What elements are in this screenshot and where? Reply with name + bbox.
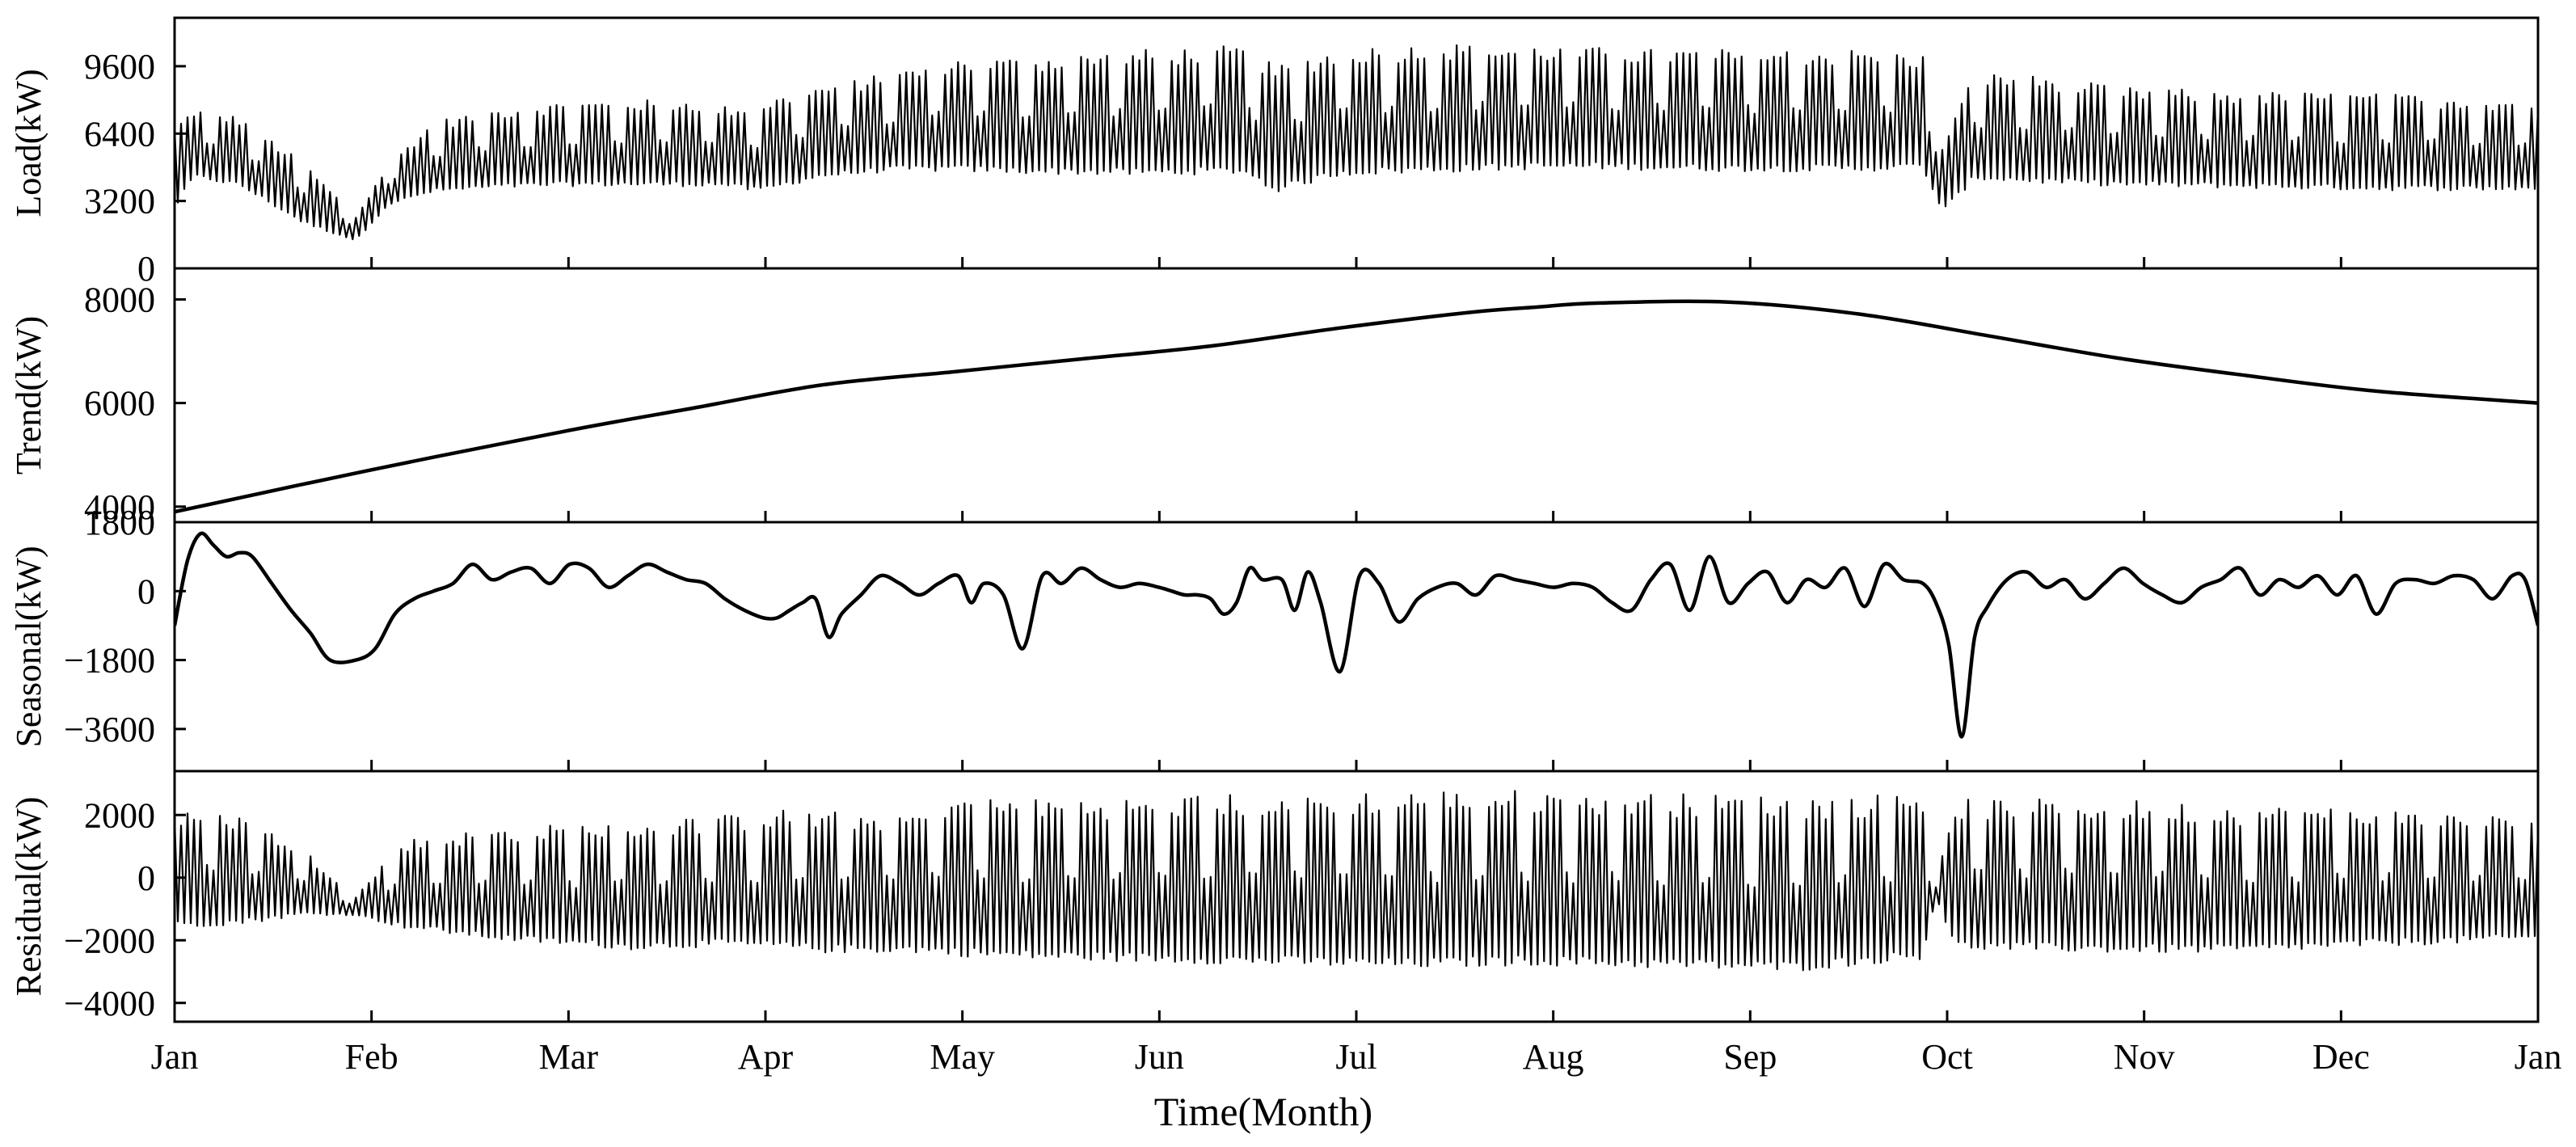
x-tick-label-1: Feb — [345, 1037, 398, 1077]
trend-y-axis-title: Trend(kW) — [9, 316, 48, 474]
x-tick-label-5: Jun — [1135, 1037, 1184, 1077]
x-tick-label-6: Jul — [1335, 1037, 1377, 1077]
panel-load: 0 3200 6400 9600 Load(kW) — [9, 16, 2540, 289]
x-tick-label-7: Aug — [1523, 1037, 1584, 1077]
seasonal-y-tick-label: −1800 — [64, 641, 155, 681]
panel-trend: 4000 6000 8000 Trend(kW) — [9, 267, 2540, 527]
residual-y-tick-label: 0 — [137, 858, 155, 898]
residual-y-tick-label: −4000 — [64, 984, 155, 1023]
x-axis: Jan Feb Mar Apr May Jun Jul Aug Sep Oct Nov Dec Jan — [151, 1037, 2562, 1077]
x-tick-label-3: Apr — [738, 1037, 794, 1077]
trend-y-tick-label: 8000 — [84, 280, 155, 319]
x-tick-label-9: Oct — [1921, 1037, 1973, 1077]
trend-y-tick-label: 6000 — [84, 384, 155, 424]
seasonal-y-tick-label: −3600 — [64, 710, 155, 749]
load-y-axis-title: Load(kW) — [9, 69, 48, 217]
load-y-tick-label: 0 — [137, 249, 155, 289]
x-tick-label-12: Jan — [2515, 1037, 2562, 1077]
load-y-tick-label: 3200 — [84, 182, 155, 221]
residual-series-line — [175, 790, 2538, 972]
seasonal-plot-frame — [173, 521, 2540, 773]
x-tick-label-0: Jan — [151, 1037, 199, 1077]
load-y-tick-label: 9600 — [84, 47, 155, 86]
trend-plot-frame — [173, 267, 2540, 524]
seasonal-series-line — [175, 531, 2538, 739]
trend-y-tick-label: 4000 — [84, 487, 155, 527]
panels: 0 3200 6400 9600 Load(kW) 4000 6000 8000 Trend(k… — [9, 16, 2540, 1023]
panel-residual: −4000 −2000 0 2000 Residual(kW) — [9, 770, 2540, 1023]
load-y-tick-label: 6400 — [84, 114, 155, 154]
x-tick-label-10: Nov — [2114, 1037, 2175, 1077]
residual-y-axis-title: Residual(kW) — [9, 797, 48, 997]
x-tick-label-11: Dec — [2312, 1037, 2370, 1077]
x-tick-label-2: Mar — [539, 1037, 599, 1077]
seasonal-y-tick-label: 1800 — [84, 503, 155, 542]
residual-y-tick-label: −2000 — [64, 921, 155, 960]
x-tick-label-4: May — [930, 1037, 995, 1077]
residual-y-tick-label: 2000 — [84, 795, 155, 835]
x-tick-label-8: Sep — [1723, 1037, 1777, 1077]
trend-series-line — [175, 299, 2538, 514]
panel-seasonal: −3600 −1800 0 1800 Seasonal(kW) — [9, 503, 2540, 773]
load-series-line — [175, 44, 2538, 241]
seasonal-y-tick-label: 0 — [137, 571, 155, 611]
seasonal-y-axis-title: Seasonal(kW) — [9, 546, 48, 747]
x-axis-title: Time(Month) — [1154, 1089, 1372, 1134]
